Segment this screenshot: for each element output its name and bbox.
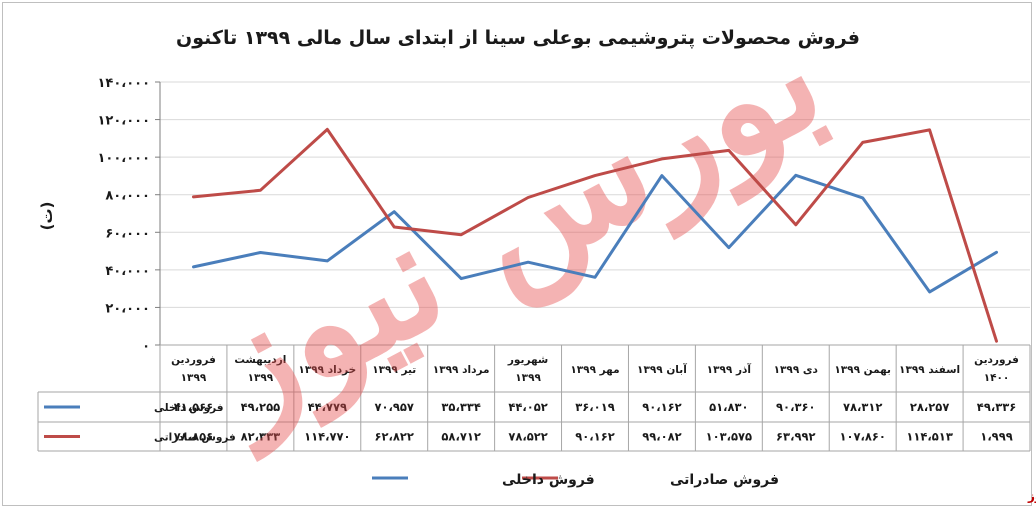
table-cell: ۷۸،۳۱۲ bbox=[843, 400, 882, 414]
legend: فروش صادراتی فروش داخلی bbox=[372, 472, 779, 488]
table-cell: ۴۹،۲۵۵ bbox=[241, 400, 280, 414]
series-line bbox=[192, 127, 998, 343]
y-tick-label: ۱۲۰،۰۰۰ bbox=[97, 114, 150, 129]
legend-entry: فروش داخلی bbox=[502, 472, 595, 488]
x-tick-label: فروردین bbox=[974, 354, 1019, 366]
table-cell: ۶۲،۸۲۲ bbox=[374, 430, 413, 444]
table-cell: ۳۵،۳۳۴ bbox=[441, 400, 480, 414]
table-cell: ۱۰۷،۸۶۰ bbox=[839, 430, 885, 444]
x-tick-label: بهمن ۱۳۹۹ bbox=[834, 364, 891, 376]
x-tick-label: ۱۳۹۹ bbox=[181, 372, 207, 384]
y-axis-label: (ت) bbox=[38, 202, 56, 231]
series-lines bbox=[192, 127, 998, 343]
watermark: بورس نیوز bbox=[173, 0, 851, 462]
table-cell: ۱۰۳،۵۷۵ bbox=[706, 430, 752, 444]
x-tick-label: تیر ۱۳۹۹ bbox=[372, 364, 416, 376]
table-cell: ۴۴،۷۷۹ bbox=[308, 400, 347, 414]
x-tick-label: مرداد ۱۳۹۹ bbox=[433, 364, 490, 376]
data-table: فروردین ۱۳۹۹ اردیبهشت ۱۳۹۹ خرداد ۱۳۹۹ تیر ۱۳۹… bbox=[37, 344, 1031, 452]
x-tick-label: اردیبهشت bbox=[234, 354, 286, 366]
x-tick-label: فروردین bbox=[171, 354, 216, 366]
table-cell: ۸۲،۳۳۳ bbox=[241, 430, 280, 444]
table-cell: ۷۰،۹۵۷ bbox=[374, 400, 413, 414]
y-tick-label: ۸۰،۰۰۰ bbox=[105, 189, 150, 204]
x-tick-label: ۱۳۹۹ bbox=[515, 372, 541, 384]
table-cell: ۷۸،۵۲۲ bbox=[508, 430, 547, 444]
table-cell: ۷۸،۸۵۶ bbox=[174, 430, 213, 444]
y-tick-label: ۴۰،۰۰۰ bbox=[105, 264, 150, 279]
table-row-label: فروش صادراتی bbox=[154, 432, 236, 444]
x-tick-label: شهریور bbox=[507, 354, 548, 366]
gridlines bbox=[155, 81, 1030, 346]
table-cell: ۵۸،۷۱۲ bbox=[441, 430, 480, 444]
y-tick-label: ۲۰،۰۰۰ bbox=[105, 301, 150, 316]
table-cell: ۹۰،۳۶۰ bbox=[776, 400, 815, 414]
watermark-text: بورس نیوز bbox=[173, 0, 851, 462]
table-cell: ۶۳،۹۹۲ bbox=[776, 430, 815, 444]
table-cell: ۴۹،۳۳۶ bbox=[977, 400, 1016, 414]
table-cell: ۱،۹۹۹ bbox=[980, 430, 1012, 444]
table-cell: ۹۰،۱۶۲ bbox=[642, 400, 681, 414]
table-cell: ۹۰،۱۶۲ bbox=[575, 430, 614, 444]
table-cell: ۲۸،۲۵۷ bbox=[910, 400, 949, 414]
y-tick-label: ۶۰،۰۰۰ bbox=[105, 226, 150, 241]
table-cell: ۱۱۴،۵۱۳ bbox=[906, 430, 952, 444]
chart-title: فروش محصولات پتروشیمی بوعلی سینا از ابتد… bbox=[176, 27, 860, 49]
x-tick-label: آبان ۱۳۹۹ bbox=[637, 363, 687, 376]
y-tick-label: ۰ bbox=[142, 339, 150, 354]
series-line bbox=[192, 173, 998, 294]
source-label: بورس نیوز bbox=[1027, 489, 1036, 504]
table-cell: ۳۶،۰۱۹ bbox=[575, 400, 614, 414]
x-tick-label: دی ۱۳۹۹ bbox=[774, 364, 819, 376]
x-tick-label: مهر ۱۳۹۹ bbox=[570, 364, 619, 376]
x-tick-label: ۱۳۹۹ bbox=[248, 372, 274, 384]
y-tick-label: ۱۰۰،۰۰۰ bbox=[97, 151, 150, 166]
legend-entry: فروش صادراتی bbox=[670, 472, 779, 488]
x-tick-label: ۱۴۰۰ bbox=[984, 372, 1010, 384]
x-tick-label: اسفند ۱۳۹۹ bbox=[899, 364, 960, 376]
y-tick-label: ۱۴۰،۰۰۰ bbox=[97, 76, 150, 91]
table-cell: ۱۱۴،۷۷۰ bbox=[304, 430, 350, 444]
table-cell: ۴۴،۰۵۲ bbox=[508, 400, 547, 414]
x-tick-label: خرداد ۱۳۹۹ bbox=[298, 364, 356, 376]
table-cell: ۵۱،۸۳۰ bbox=[709, 400, 748, 414]
x-tick-label: آذر ۱۳۹۹ bbox=[707, 363, 752, 376]
y-tick-labels: ۰ ۲۰،۰۰۰ ۴۰،۰۰۰ ۶۰،۰۰۰ ۸۰،۰۰۰ ۱۰۰،۰۰۰ ۱۲۰،۰۰۰ ۱… bbox=[97, 76, 150, 354]
table-row-label: فروش داخلی bbox=[154, 402, 224, 414]
table-cell: ۹۹،۰۸۲ bbox=[642, 430, 681, 444]
table-cell: ۴۱،۵۶۶ bbox=[174, 400, 213, 414]
